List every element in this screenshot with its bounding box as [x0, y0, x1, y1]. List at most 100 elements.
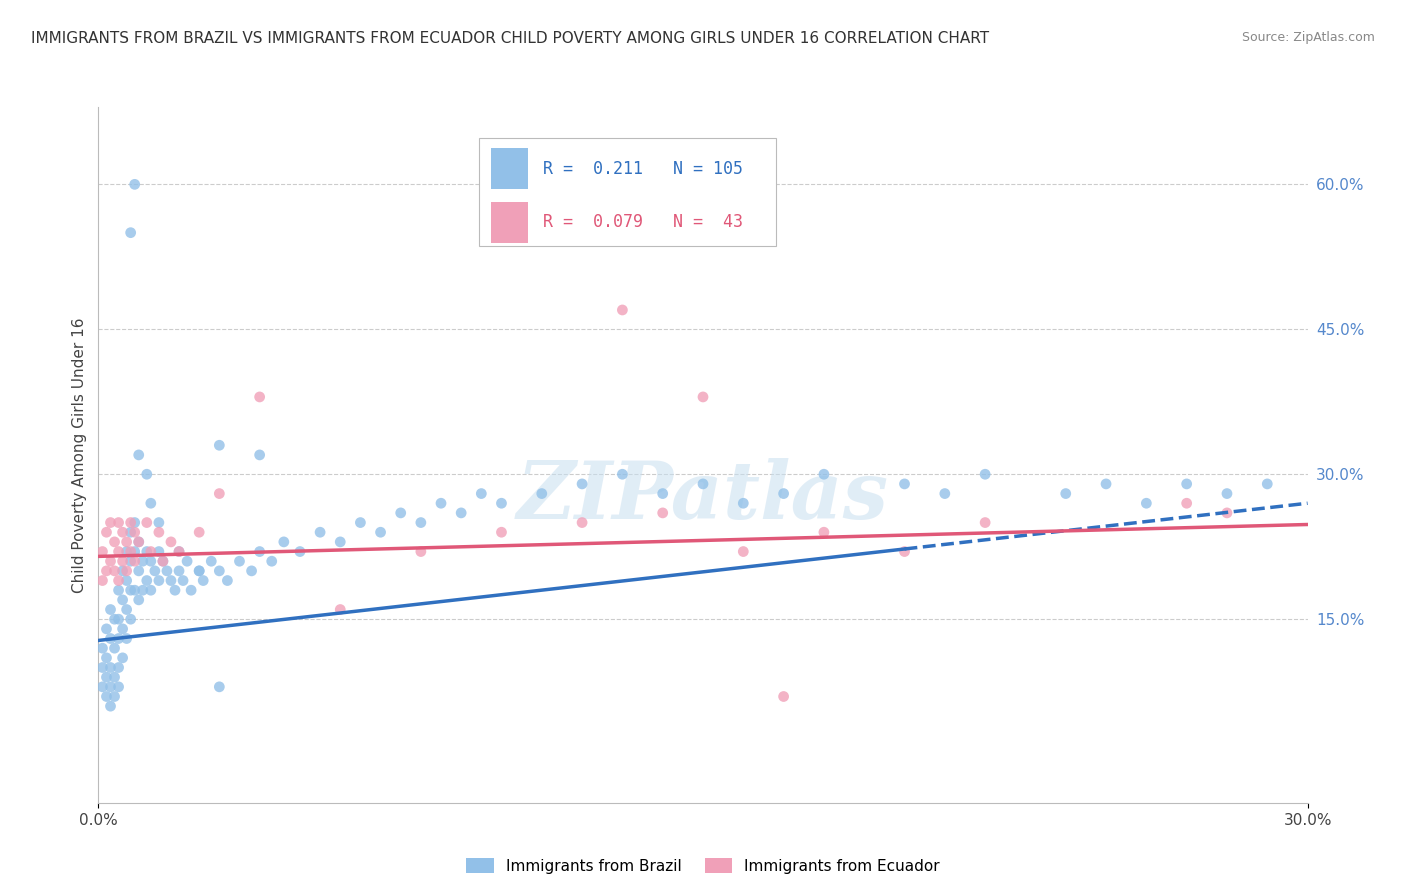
Point — [115, 632, 138, 646]
Point — [329, 602, 352, 616]
Point — [96, 651, 118, 665]
Text: IMMIGRANTS FROM BRAZIL VS IMMIGRANTS FROM ECUADOR CHILD POVERTY AMONG GIRLS UNDE: IMMIGRANTS FROM BRAZIL VS IMMIGRANTS FRO… — [31, 31, 988, 46]
Point — [217, 574, 239, 588]
Text: R =  0.211   N = 105: R = 0.211 N = 105 — [543, 160, 744, 178]
Point — [329, 535, 352, 549]
Point — [240, 564, 263, 578]
Point — [208, 486, 231, 500]
Point — [91, 660, 114, 674]
Point — [733, 544, 755, 558]
Point — [100, 699, 122, 714]
Point — [128, 564, 150, 578]
Point — [200, 554, 222, 568]
Point — [103, 641, 125, 656]
Point — [132, 583, 155, 598]
Point — [135, 516, 157, 530]
Bar — [492, 148, 527, 189]
Point — [107, 544, 129, 558]
Point — [491, 525, 513, 540]
Bar — [492, 202, 527, 244]
Point — [91, 574, 114, 588]
Point — [893, 477, 915, 491]
Point — [974, 516, 997, 530]
Point — [96, 670, 118, 684]
Point — [111, 564, 134, 578]
Point — [103, 535, 125, 549]
Point — [143, 564, 166, 578]
Text: ZIPatlas: ZIPatlas — [517, 458, 889, 535]
Point — [124, 516, 146, 530]
Point — [370, 525, 392, 540]
Point — [111, 651, 134, 665]
Point — [172, 574, 194, 588]
Point — [288, 544, 311, 558]
Point — [139, 583, 162, 598]
Point — [188, 525, 211, 540]
Point — [115, 535, 138, 549]
Point — [120, 516, 142, 530]
Point — [103, 670, 125, 684]
Point — [124, 525, 146, 540]
Point — [139, 554, 162, 568]
Point — [612, 303, 634, 318]
Point — [974, 467, 997, 482]
Point — [107, 632, 129, 646]
Point — [530, 486, 553, 500]
Point — [148, 544, 170, 558]
Point — [96, 525, 118, 540]
Point — [91, 680, 114, 694]
Point — [107, 660, 129, 674]
Point — [120, 554, 142, 568]
Point — [115, 564, 138, 578]
Point — [120, 544, 142, 558]
Point — [120, 226, 142, 240]
Point — [100, 516, 122, 530]
Point — [813, 467, 835, 482]
Point — [1135, 496, 1157, 510]
Point — [135, 467, 157, 482]
Point — [100, 680, 122, 694]
Point — [273, 535, 295, 549]
Point — [103, 690, 125, 704]
Point — [128, 448, 150, 462]
Point — [115, 544, 138, 558]
Y-axis label: Child Poverty Among Girls Under 16: Child Poverty Among Girls Under 16 — [72, 318, 87, 592]
Point — [188, 564, 211, 578]
Point — [152, 554, 174, 568]
Point — [103, 612, 125, 626]
Point — [107, 612, 129, 626]
Point — [135, 574, 157, 588]
Point — [692, 390, 714, 404]
Point — [100, 554, 122, 568]
Point — [120, 583, 142, 598]
Point — [1256, 477, 1278, 491]
Point — [167, 544, 190, 558]
Point — [1095, 477, 1118, 491]
Point — [107, 516, 129, 530]
Point — [934, 486, 956, 500]
Point — [115, 574, 138, 588]
Point — [100, 660, 122, 674]
Point — [128, 535, 150, 549]
Point — [193, 574, 215, 588]
Point — [733, 496, 755, 510]
Point — [128, 535, 150, 549]
Point — [1175, 477, 1198, 491]
Point — [124, 583, 146, 598]
Point — [135, 544, 157, 558]
Point — [100, 632, 122, 646]
Point — [107, 680, 129, 694]
Point — [120, 612, 142, 626]
Point — [772, 486, 794, 500]
Point — [389, 506, 412, 520]
Point — [651, 486, 673, 500]
Point — [152, 554, 174, 568]
Point — [188, 564, 211, 578]
Point — [96, 622, 118, 636]
Point — [409, 516, 432, 530]
Point — [176, 554, 198, 568]
Point — [139, 544, 162, 558]
Point — [1054, 486, 1077, 500]
Point — [309, 525, 332, 540]
Point — [470, 486, 492, 500]
